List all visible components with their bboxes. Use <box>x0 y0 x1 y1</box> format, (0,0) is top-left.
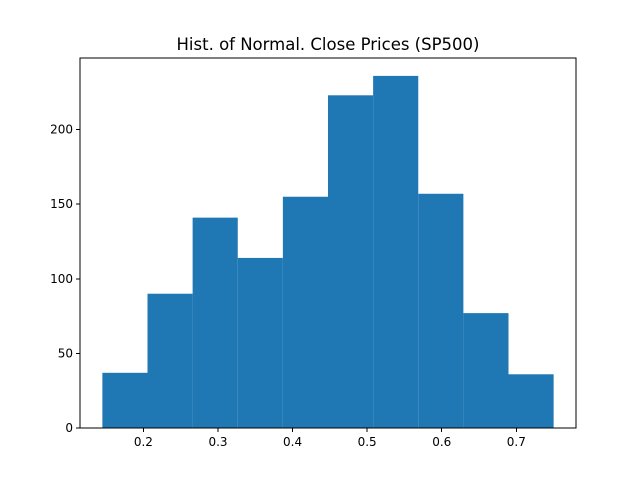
x-axis-ticks: 0.2 0.3 0.4 0.5 0.6 0.7 <box>134 428 526 449</box>
plot-frame <box>79 57 577 429</box>
x-tick-label: 0.2 <box>134 435 153 449</box>
bars-group <box>102 75 554 428</box>
histogram-bar <box>147 293 193 428</box>
histogram-bar <box>508 374 554 428</box>
y-tick-label: 50 <box>58 346 73 360</box>
y-axis-ticks: 0 50 100 150 200 <box>50 123 80 435</box>
x-tick-label: 0.5 <box>358 435 377 449</box>
y-tick-label: 200 <box>50 123 73 137</box>
x-tick-label: 0.3 <box>208 435 227 449</box>
x-tick-label: 0.4 <box>283 435 302 449</box>
y-tick-label: 100 <box>50 272 73 286</box>
histogram-bar <box>463 313 509 428</box>
y-tick-label: 150 <box>50 197 73 211</box>
histogram-bar <box>192 217 238 428</box>
y-tick-label: 0 <box>65 421 73 435</box>
histogram-bar <box>418 193 464 428</box>
x-tick-label: 0.7 <box>507 435 526 449</box>
histogram-bar <box>102 372 148 428</box>
histogram-bar <box>237 257 283 428</box>
histogram-bar <box>328 95 374 428</box>
histogram-bar <box>373 75 419 428</box>
x-tick-label: 0.6 <box>432 435 451 449</box>
chart-title: Hist. of Normal. Close Prices (SP500) <box>177 35 480 54</box>
histogram-bar <box>282 196 328 428</box>
